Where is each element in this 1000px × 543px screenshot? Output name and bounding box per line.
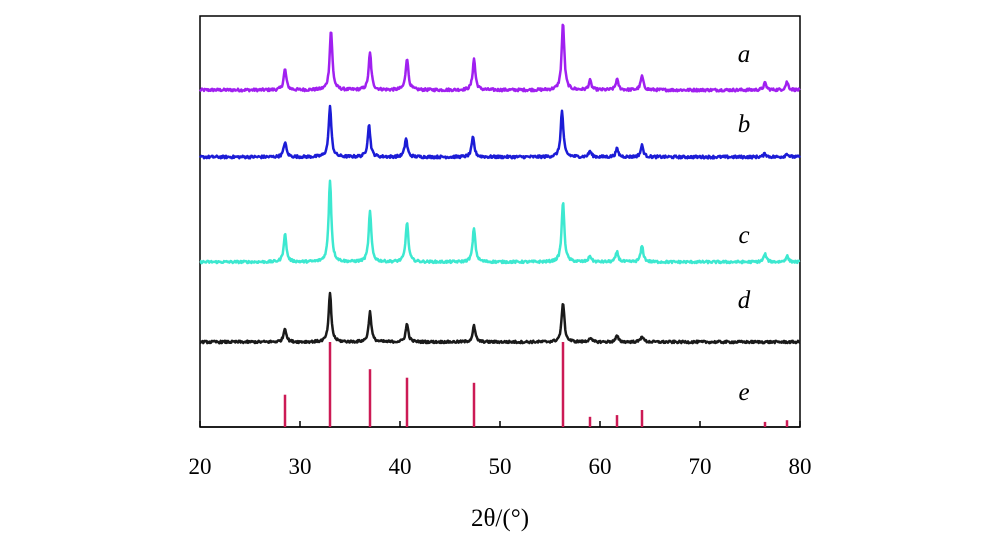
x-tick-label-70: 70: [689, 454, 712, 479]
series-label-d: d: [738, 287, 751, 314]
x-axis: 20 30 40 50 60 70 80: [189, 421, 812, 479]
series-group: [198, 23, 802, 345]
reference-pattern: [283, 342, 789, 427]
x-tick-label-80: 80: [789, 454, 812, 479]
x-tick-label-60: 60: [589, 454, 612, 479]
series-label-c: c: [738, 222, 749, 249]
plot-frame: [199, 15, 801, 428]
x-tick-label-20: 20: [189, 454, 212, 479]
series-line-d: [199, 291, 801, 345]
x-tick-label-50: 50: [489, 454, 512, 479]
series-label-e: e: [738, 379, 749, 406]
x-tick-label-30: 30: [289, 454, 312, 479]
series-line-a: [198, 23, 801, 93]
x-axis-label: 2θ/(°): [471, 505, 529, 532]
series-line-b: [198, 104, 802, 160]
series-label-a: a: [738, 41, 751, 68]
series-labels: a b c d e: [738, 41, 751, 406]
series-line-c: [199, 179, 801, 265]
series-label-b: b: [738, 111, 751, 138]
x-tick-label-40: 40: [389, 454, 412, 479]
